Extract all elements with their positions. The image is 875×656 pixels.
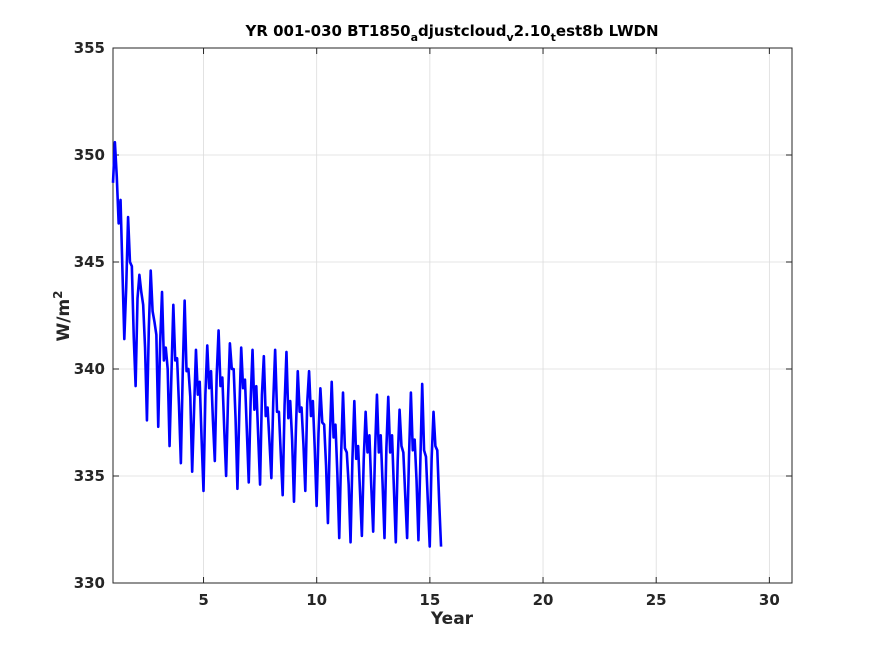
x-tick-label: 5	[198, 591, 208, 609]
x-tick-label: 10	[306, 591, 327, 609]
series-line	[111, 140, 443, 548]
series-group	[111, 140, 443, 548]
title-segment: djustcloud	[418, 22, 506, 40]
y-tick-label: 355	[74, 39, 105, 57]
y-axis-label: W/m2	[51, 290, 74, 341]
y-tick-label: 330	[74, 574, 105, 592]
x-tick-label: 25	[646, 591, 667, 609]
x-tick-labels: 5 10 15 20 25 30	[198, 591, 779, 609]
title-segment: a	[411, 31, 418, 44]
title-segment: t	[551, 31, 556, 44]
title-segment: 2.10	[514, 22, 551, 40]
y-tick-labels: 330 335 340 345 350 355	[74, 39, 105, 592]
title-segment: est8b LWDN	[556, 22, 659, 40]
y-tick-label: 340	[74, 360, 105, 378]
x-tick-label: 20	[533, 591, 554, 609]
y-tick-label: 345	[74, 253, 105, 271]
plot-area	[112, 47, 793, 584]
x-tick-label: 30	[759, 591, 780, 609]
y-tick-label: 335	[74, 467, 105, 485]
y-axis-label-superscript: 2	[51, 290, 65, 298]
y-axis-label-base: W/m	[54, 299, 74, 342]
x-tick-label: 15	[419, 591, 440, 609]
title-segment: v	[506, 31, 514, 44]
chart-title: YR 001-030 BT1850adjustcloudv2.10test8b …	[244, 22, 658, 44]
axes-frame	[112, 47, 793, 584]
y-tick-label: 350	[74, 146, 105, 164]
x-axis-label: Year	[430, 609, 474, 629]
tick-marks	[113, 47, 792, 584]
title-segment: YR 001-030 BT1850	[244, 22, 410, 40]
